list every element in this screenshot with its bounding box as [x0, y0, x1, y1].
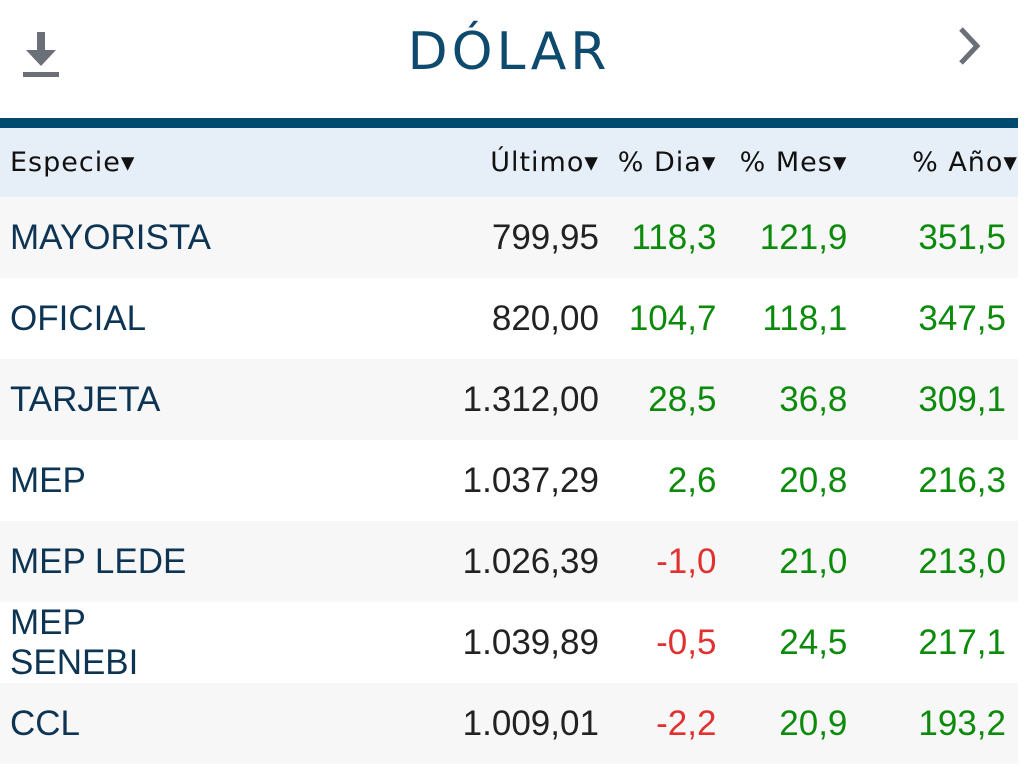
download-icon[interactable] — [22, 32, 60, 78]
table-row[interactable]: MEP LEDE 1.026,39 -1,0 21,0 213,0 — [0, 521, 1018, 602]
column-header-anio[interactable]: % Año▾ — [847, 128, 1018, 197]
anio-cell: 213,0 — [847, 521, 1018, 602]
anio-cell: 216,3 — [847, 440, 1018, 521]
especie-cell: MEP — [0, 440, 211, 521]
anio-cell: 193,2 — [847, 683, 1018, 764]
table-row[interactable]: TARJETA 1.312,00 28,5 36,8 309,1 — [0, 359, 1018, 440]
anio-cell: 347,5 — [847, 278, 1018, 359]
column-header-dia[interactable]: % Dia▾ — [598, 128, 717, 197]
table-row[interactable]: OFICIAL 820,00 104,7 118,1 347,5 — [0, 278, 1018, 359]
especie-cell: MAYORISTA — [0, 197, 211, 278]
dia-cell: 2,6 — [598, 440, 717, 521]
mes-cell: 36,8 — [716, 359, 848, 440]
anio-cell: 217,1 — [847, 602, 1018, 683]
ultimo-cell: 1.026,39 — [210, 521, 599, 602]
ultimo-cell: 820,00 — [210, 278, 599, 359]
table-row[interactable]: CCL 1.009,01 -2,2 20,9 193,2 — [0, 683, 1018, 764]
column-header-especie[interactable]: Especie▾ — [0, 128, 211, 197]
especie-cell: CCL — [0, 683, 211, 764]
ultimo-cell: 799,95 — [210, 197, 599, 278]
dia-cell: 28,5 — [598, 359, 717, 440]
especie-cell: MEP SENEBI — [0, 602, 211, 683]
dia-cell: -1,0 — [598, 521, 717, 602]
mes-cell: 118,1 — [716, 278, 848, 359]
dia-cell: -0,5 — [598, 602, 717, 683]
ultimo-cell: 1.312,00 — [210, 359, 599, 440]
column-header-mes[interactable]: % Mes▾ — [716, 128, 848, 197]
especie-cell: OFICIAL — [0, 278, 211, 359]
table-row[interactable]: MEP SENEBI 1.039,89 -0,5 24,5 217,1 — [0, 602, 1018, 683]
chevron-right-icon[interactable] — [955, 26, 983, 66]
mes-cell: 121,9 — [716, 197, 848, 278]
top-bar: DÓLAR — [0, 0, 1018, 118]
especie-cell: MEP LEDE — [0, 521, 211, 602]
dollar-table: Especie▾ Último▾ % Dia▾ % Mes▾ % Año▾ MA… — [0, 128, 1018, 764]
dia-cell: 104,7 — [598, 278, 717, 359]
table-row[interactable]: MAYORISTA 799,95 118,3 121,9 351,5 — [0, 197, 1018, 278]
mes-cell: 21,0 — [716, 521, 848, 602]
dia-cell: -2,2 — [598, 683, 717, 764]
mes-cell: 20,8 — [716, 440, 848, 521]
table-row[interactable]: MEP 1.037,29 2,6 20,8 216,3 — [0, 440, 1018, 521]
ultimo-cell: 1.039,89 — [210, 602, 599, 683]
ultimo-cell: 1.009,01 — [210, 683, 599, 764]
especie-cell: TARJETA — [0, 359, 211, 440]
anio-cell: 309,1 — [847, 359, 1018, 440]
dia-cell: 118,3 — [598, 197, 717, 278]
anio-cell: 351,5 — [847, 197, 1018, 278]
column-header-ultimo[interactable]: Último▾ — [210, 128, 599, 197]
page-title: DÓLAR — [407, 22, 611, 82]
ultimo-cell: 1.037,29 — [210, 440, 599, 521]
mes-cell: 20,9 — [716, 683, 848, 764]
mes-cell: 24,5 — [716, 602, 848, 683]
header-divider — [0, 118, 1018, 128]
